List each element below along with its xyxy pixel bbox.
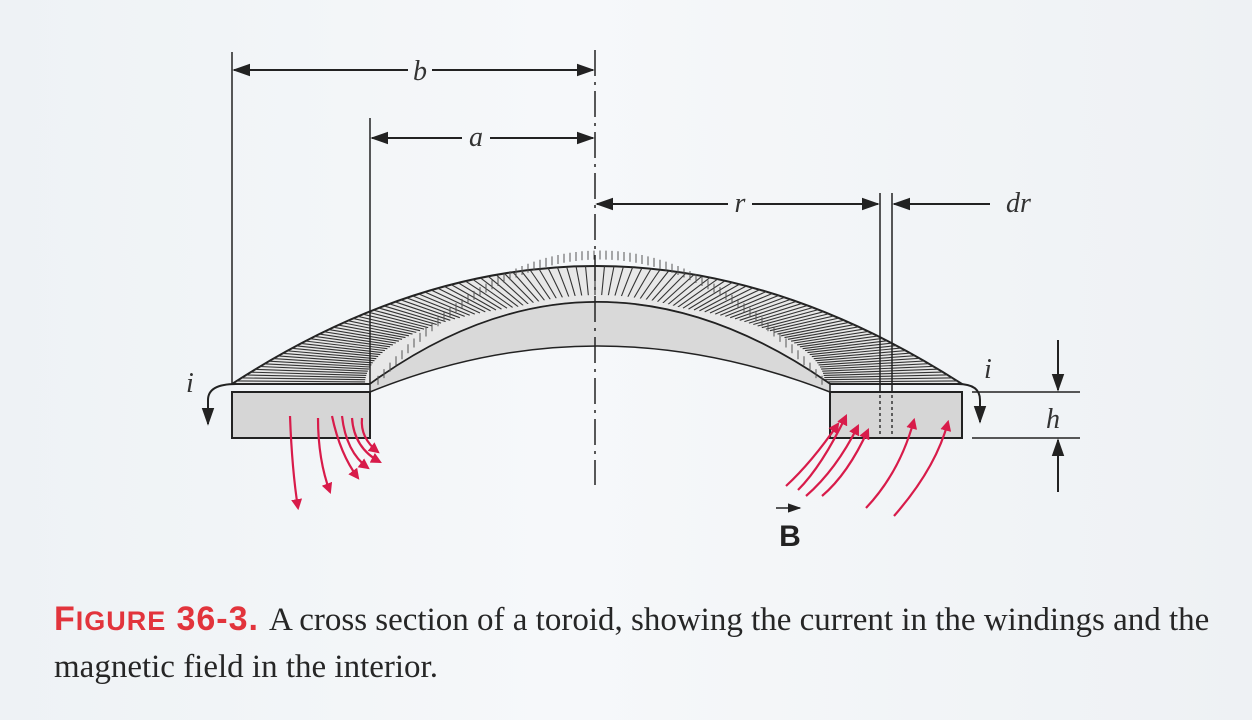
winding-line xyxy=(473,272,519,308)
field-line xyxy=(797,414,848,491)
winding-line xyxy=(677,273,726,308)
magnetic-field-lines xyxy=(288,414,952,517)
field-line xyxy=(821,427,870,497)
winding-line xyxy=(509,268,542,305)
winding-line xyxy=(528,267,554,304)
winding-line xyxy=(232,377,366,381)
current-arrow-left: i xyxy=(186,368,237,426)
winding-line xyxy=(648,268,681,305)
winding-line xyxy=(665,271,708,307)
field-line xyxy=(785,422,840,487)
field-line xyxy=(893,419,952,517)
field-line xyxy=(330,415,360,480)
label-b: b xyxy=(413,56,427,87)
winding-line xyxy=(519,268,548,305)
winding-line xyxy=(823,371,957,376)
label-B: B xyxy=(779,520,801,553)
caption-label: FIGURE 36-3. xyxy=(54,600,259,638)
dimension-a: a xyxy=(370,122,595,153)
winding-line xyxy=(671,272,717,308)
current-arrow-right: i xyxy=(957,354,992,424)
winding-line xyxy=(824,374,957,379)
winding-line xyxy=(642,268,671,305)
field-line xyxy=(288,415,303,511)
winding-line xyxy=(822,364,954,372)
caption-text: A cross section of a toroid, showing the… xyxy=(54,602,1210,685)
toroid-inner-wall xyxy=(369,301,831,394)
winding-line xyxy=(556,266,572,303)
label-i-right: i xyxy=(984,354,992,385)
label-h: h xyxy=(1046,404,1060,435)
label-i-left: i xyxy=(186,368,194,399)
label-r: r xyxy=(735,188,746,219)
winding-line xyxy=(235,368,368,374)
winding-line xyxy=(491,270,531,306)
winding-line xyxy=(654,269,690,306)
dimension-b: b xyxy=(232,56,595,87)
toroid-figure: b a r dr h i xyxy=(186,50,1080,553)
field-vector-label: B xyxy=(776,503,802,553)
winding-line xyxy=(232,380,366,383)
winding-line xyxy=(537,267,560,304)
winding-line xyxy=(659,270,699,306)
winding-line xyxy=(482,271,525,307)
winding-line xyxy=(822,368,955,374)
winding-line xyxy=(636,267,662,304)
cross-section-right xyxy=(829,391,963,439)
dimension-r: r xyxy=(595,188,880,219)
field-line xyxy=(350,417,382,464)
label-a: a xyxy=(469,122,483,153)
field-line xyxy=(360,417,380,454)
field-line xyxy=(865,417,918,509)
winding-line xyxy=(824,377,958,381)
figure-caption: FIGURE 36-3. A cross section of a toroid,… xyxy=(54,596,1214,690)
winding-line xyxy=(500,269,536,306)
cross-section-left xyxy=(231,391,371,439)
label-dr: dr xyxy=(1006,188,1031,219)
winding-line xyxy=(630,267,653,304)
dimension-dr: dr xyxy=(892,188,1031,219)
field-line xyxy=(316,417,333,495)
winding-line xyxy=(547,266,566,303)
winding-line xyxy=(233,374,366,379)
dimension-h: h xyxy=(972,340,1080,492)
field-line xyxy=(805,424,859,497)
winding-line xyxy=(233,371,367,376)
field-line xyxy=(340,415,370,470)
